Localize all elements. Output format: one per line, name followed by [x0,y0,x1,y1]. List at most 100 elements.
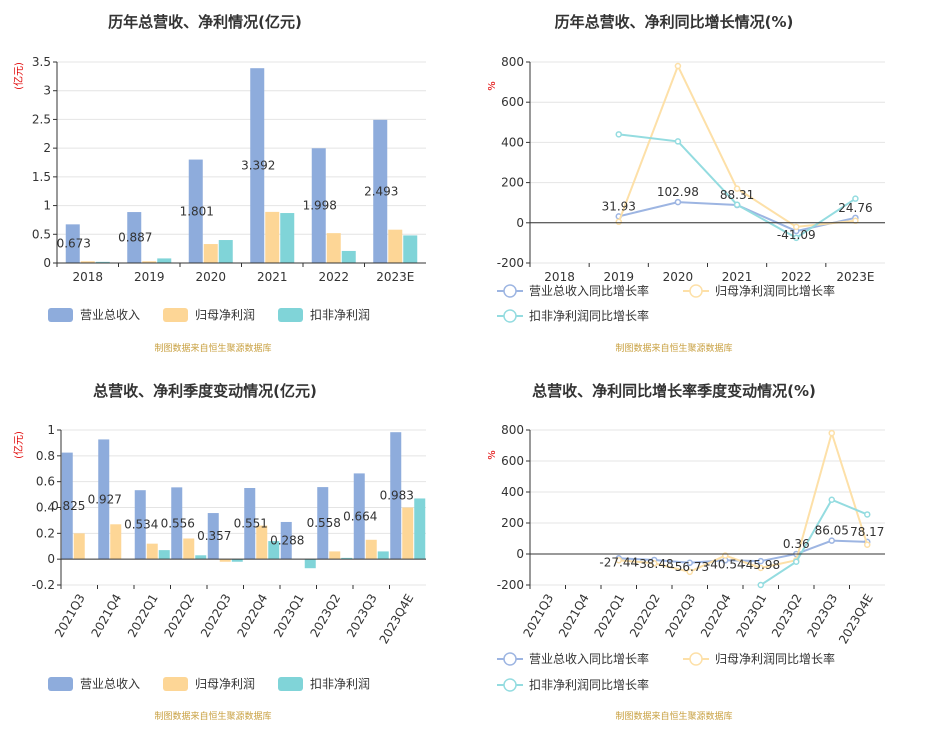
bar-annual-bar-s1-2019[interactable] [142,261,157,263]
x-tick-label: 2019 [134,270,165,284]
x-tick-label: 2023E [836,270,874,284]
bar-annual-bar-s0-2020[interactable] [188,159,203,263]
point-quarter-line-s1-2023Q3[interactable] [828,429,835,437]
x-tick-label: 2021 [257,270,288,284]
point-quarter-line-s2-2023Q1[interactable] [757,581,764,589]
point-quarter-line-s2-2023Q3[interactable] [828,496,835,503]
bar-annual-bar-s1-2020[interactable] [203,244,218,263]
bar-quarter-bar-s0-2022Q3[interactable] [207,513,219,560]
legend-item-1[interactable]: 归母净利润同比增长率 [683,651,835,666]
legend-item-0[interactable]: 营业总收入同比增长率 [497,651,649,666]
bar-quarter-bar-s1-2021Q4[interactable] [110,524,122,560]
point-quarter-line-s0-2023Q1[interactable] [757,557,764,565]
point-quarter-line-s1-2022Q1[interactable] [615,556,622,564]
point-quarter-line-s0-2022Q3[interactable] [686,559,693,567]
bar-annual-bar-s2-2023E[interactable] [403,235,418,263]
bar-quarter-bar-s2-2022Q1[interactable] [158,550,170,560]
bar-quarter-bar-s0-2021Q3[interactable] [61,452,73,560]
bar-quarter-bar-s2-2022Q2[interactable] [195,555,207,560]
bar-annual-bar-s2-2018[interactable] [95,261,110,263]
bar-annual-bar-s1-2023E[interactable] [388,229,403,263]
data-label: -38.48 [635,557,674,571]
chart-quarter-bar: 总营收、净利季度变动情况(亿元) (亿元) -0.2 0 0.2 0.4 0.6 0.8 1 20… [12,382,426,722]
bar-annual-bar-s0-2019[interactable] [127,212,142,263]
bar-annual-bar-s0-2023E[interactable] [373,119,388,264]
point-annual-line-s1-2021[interactable] [733,185,741,192]
bar-annual-bar-s2-2021[interactable] [280,213,295,263]
point-annual-line-s2-2022[interactable] [793,234,800,242]
bar-annual-bar-s2-2022[interactable] [341,250,356,263]
bar-quarter-bar-s1-2021Q3[interactable] [73,533,85,560]
bar-quarter-bar-s2-2023Q2[interactable] [341,557,353,560]
bar-quarter-bar-s2-2022Q4[interactable] [268,541,280,560]
legend-item-2[interactable]: 扣非净利润同比增长率 [497,677,649,692]
legend-item-2[interactable]: 扣非净利润 [278,677,370,691]
y-tick-label: 800 [501,423,524,437]
legend-swatch-marker [503,678,517,692]
point-annual-line-s1-2020[interactable] [674,62,682,70]
point-quarter-line-s2-2023Q4E[interactable] [864,511,871,518]
point-annual-line-s2-2020[interactable] [674,138,682,145]
x-tick-label: 2023Q2 [307,592,343,640]
point-annual-line-s1-2022[interactable] [793,223,800,231]
legend-swatch [163,677,188,691]
bar-annual-bar-s0-2021[interactable] [250,68,265,263]
bar-annual-bar-s2-2019[interactable] [157,258,172,263]
legend-item-1[interactable]: 归母净利润 [163,677,255,691]
legend-item-1[interactable]: 归母净利润同比增长率 [683,283,835,298]
y-tick-label: 200 [501,176,524,190]
bar-quarter-bar-s1-2022Q2[interactable] [183,538,195,560]
bar-quarter-bar-s1-2022Q3[interactable] [219,559,231,562]
legend-label: 归母净利润同比增长率 [715,651,835,666]
bar-annual-bar-s0-2022[interactable] [311,148,326,263]
point-quarter-line-s1-2022Q3[interactable] [686,568,693,576]
x-tick-label: 2023Q4E [377,592,417,647]
y-tick-label: 0.5 [32,227,51,241]
bar-quarter-bar-s0-2021Q4[interactable] [98,439,110,560]
point-quarter-line-s1-2023Q4E[interactable] [864,541,871,548]
bar-quarter-bar-s1-2023Q2[interactable] [329,551,341,560]
bar-quarter-bar-s1-2023Q3[interactable] [365,539,377,560]
legend-item-2[interactable]: 扣非净利润 [278,308,370,322]
point-quarter-line-s1-2023Q1[interactable] [757,564,764,572]
bar-quarter-bar-s1-2022Q1[interactable] [146,543,158,560]
point-quarter-line-s2-2023Q2[interactable] [793,558,800,565]
bar-annual-bar-s1-2022[interactable] [326,233,341,263]
bar-quarter-bar-s2-2023Q4E[interactable] [414,498,426,560]
bar-quarter-bar-s1-2023Q4E[interactable] [402,507,414,560]
y-unit-label: (亿元) [12,431,25,459]
bar-quarter-bar-s1-2022Q4[interactable] [256,525,268,560]
legend-item-0[interactable]: 营业总收入同比增长率 [497,283,649,298]
legend-item-0[interactable]: 营业总收入 [48,677,140,691]
chart-title: 历年总营收、净利情况(亿元) [108,13,302,31]
point-annual-line-s2-2021[interactable] [733,201,741,208]
bar-quarter-bar-s0-2023Q4E[interactable] [390,432,402,560]
point-quarter-line-s1-2022Q2[interactable] [651,560,658,567]
bar-quarter-bar-s2-2023Q1[interactable] [304,559,316,569]
legend-item-1[interactable]: 归母净利润 [163,308,255,322]
data-label: 0.551 [234,517,268,531]
bar-quarter-bar-s0-2022Q2[interactable] [171,487,183,560]
bar-annual-bar-s0-2018[interactable] [65,224,80,263]
bar-quarter-bar-s0-2022Q1[interactable] [134,490,146,560]
bar-quarter-bar-s2-2023Q3[interactable] [377,551,389,560]
y-unit-label: % [487,81,498,91]
bar-quarter-bar-s0-2023Q1[interactable] [280,521,292,560]
bar-quarter-bar-s0-2023Q2[interactable] [317,487,329,560]
bar-annual-bar-s1-2021[interactable] [265,211,280,263]
point-annual-line-s1-2019[interactable] [615,218,622,226]
point-annual-line-s2-2019[interactable] [615,131,622,138]
legend-item-2[interactable]: 扣非净利润同比增长率 [497,308,649,323]
data-label: -56.73 [670,560,709,574]
legend-item-0[interactable]: 营业总收入 [48,308,140,322]
point-quarter-line-s0-2023Q3[interactable] [828,537,835,544]
bar-annual-bar-s1-2018[interactable] [80,261,95,263]
source-note: 制图数据来自恒生聚源数据库 [154,710,271,722]
legend-label: 归母净利润同比增长率 [715,283,835,298]
bar-quarter-bar-s2-2022Q3[interactable] [231,559,243,562]
bar-quarter-bar-s0-2022Q4[interactable] [244,487,256,560]
bar-annual-bar-s2-2020[interactable] [218,240,233,263]
point-annual-line-s0-2020[interactable] [674,198,682,206]
bar-quarter-bar-s0-2023Q3[interactable] [353,473,365,560]
point-annual-line-s2-2023E[interactable] [852,195,859,202]
